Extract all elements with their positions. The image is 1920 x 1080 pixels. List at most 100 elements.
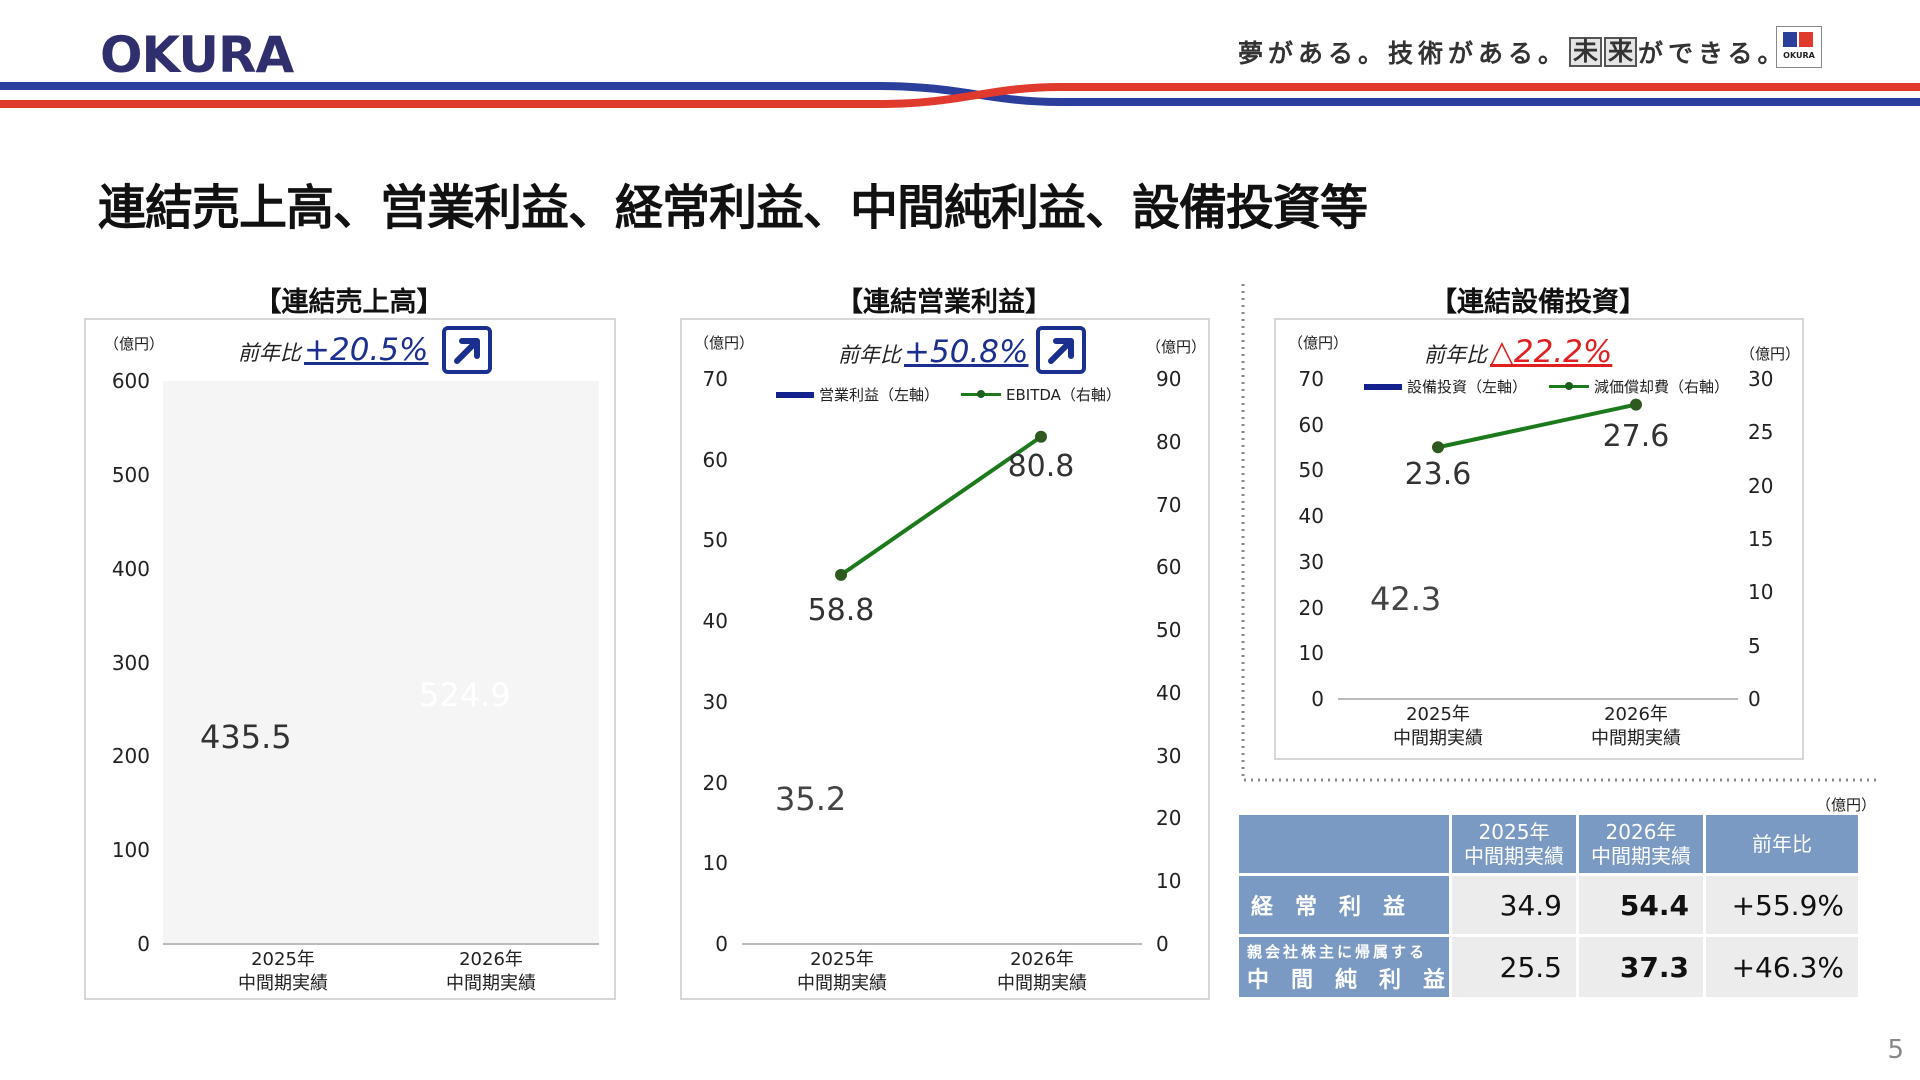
chart2-y2-tick: 80 <box>1156 429 1182 454</box>
chart1-x-label-2026-line1: 2026年 <box>459 949 523 970</box>
chart2-y-tick: 0 <box>715 932 728 956</box>
row-label-net-income: 親会社株主に帰属する 中 間 純 利 益 <box>1236 934 1452 1000</box>
chart1-yoy-value: +20.5% <box>304 332 429 368</box>
arrow-up-right-icon <box>442 326 492 374</box>
chart1-x-label-2025-line2: 中間期実績 <box>238 973 328 994</box>
chart2-title: 【連結営業利益】 <box>836 287 1052 318</box>
chart2-y2-tick: 20 <box>1156 806 1182 831</box>
table-unit-label: （億円） <box>1816 796 1877 814</box>
okura-badge-logo: OKURA <box>1776 26 1822 68</box>
chart2-bar-label: 35.2 <box>775 779 847 818</box>
okura-logo: OKURA <box>100 26 294 84</box>
profit-table: 2025年 中間期実績 2026年 中間期実績 前年比 経 常 利 益 34.9 5… <box>1236 812 1861 1000</box>
chart2-legend: 営業利益（左軸） EBITDA（右軸） <box>776 384 1121 405</box>
chart2-ebitda-point-label: 58.8 <box>807 592 875 628</box>
chart3-x-axis-line <box>1338 698 1738 700</box>
table-header-yoy: 前年比 <box>1703 812 1861 876</box>
row-label-net-income-main: 中 間 純 利 益 <box>1247 967 1446 993</box>
chart3-x-label-2026-line1: 2026年 <box>1604 704 1668 725</box>
chart2-x-axis-line <box>742 943 1142 945</box>
chart2-y-tick: 30 <box>702 689 728 714</box>
chart3-legend: 設備投資（左軸） 減価償却費（右軸） <box>1364 376 1729 397</box>
chart3-y2-tick: 5 <box>1748 633 1761 658</box>
chart3-y2-tick: 0 <box>1748 687 1761 711</box>
legend-line-swatch <box>961 390 1002 398</box>
chart2-ebitda-point <box>1035 430 1047 443</box>
chart2-panel <box>680 318 1210 1000</box>
table-cell: 54.4 <box>1576 873 1706 937</box>
table-header-2026-line2: 中間期実績 <box>1591 844 1691 868</box>
chart1-x-label-2026-line2: 中間期実績 <box>446 973 536 994</box>
table-header-2025: 2025年 中間期実績 <box>1449 812 1579 876</box>
chart2-ebitda-line <box>839 435 1043 577</box>
chart1-y-tick: 100 <box>111 838 150 863</box>
chart1-yoy-label: 前年比 <box>238 341 301 365</box>
chart2-y-tick: 60 <box>702 447 728 472</box>
chart1-x-label-2026: 2026年中間期実績 <box>421 948 561 996</box>
chart2-y2-tick: 70 <box>1156 492 1182 517</box>
chart3-depreciation-point-label: 23.6 <box>1404 457 1472 493</box>
badge-text: OKURA <box>1783 51 1815 60</box>
chart3-y-tick: 20 <box>1298 595 1324 620</box>
table-cell: 34.9 <box>1449 873 1579 937</box>
chart2-x-label-2025-line1: 2025年 <box>810 949 874 970</box>
chart2-y2-tick: 90 <box>1156 367 1182 391</box>
chart2-yoy: 前年比 +50.8% <box>838 334 1028 370</box>
chart3-depreciation-point-label: 27.6 <box>1602 418 1670 454</box>
chart2-y2-tick: 10 <box>1156 869 1182 894</box>
chart2-legend-bar: 営業利益（左軸） <box>819 386 940 404</box>
red-stripe <box>0 83 1920 108</box>
legend-bar-swatch <box>776 391 814 398</box>
slogan: 夢がある。技術がある。 未 来 ができる。 <box>1238 34 1788 70</box>
arrow-up-right-icon <box>1036 326 1086 374</box>
chart2-y2-tick: 40 <box>1156 680 1182 705</box>
slogan-text-1: 夢がある。技術がある。 <box>1238 39 1569 68</box>
chart2-x-label-2025-line2: 中間期実績 <box>797 973 887 994</box>
chart2-ebitda-point <box>835 568 847 581</box>
table-header-row: 2025年 中間期実績 2026年 中間期実績 前年比 <box>1236 812 1861 876</box>
chart2-unit-right: （億円） <box>1146 338 1207 356</box>
chart3-yoy-value: △22.2% <box>1490 334 1613 370</box>
slogan-text-2: ができる。 <box>1638 39 1788 68</box>
badge-red-block <box>1799 32 1813 47</box>
chart3-y-tick: 0 <box>1311 687 1324 711</box>
table-header-2025-line2: 中間期実績 <box>1464 844 1564 868</box>
chart2-legend-line: EBITDA（右軸） <box>1006 386 1121 404</box>
chart3-y2-tick: 30 <box>1748 367 1774 391</box>
chart2-y2-tick: 30 <box>1156 743 1182 768</box>
chart3-legend-bar: 設備投資（左軸） <box>1407 378 1528 396</box>
chart1-x-label-2025-line1: 2025年 <box>251 949 315 970</box>
chart3-unit-left: （億円） <box>1288 334 1349 352</box>
chart1-y-tick: 600 <box>111 369 150 393</box>
chart3-y-tick: 60 <box>1298 412 1324 437</box>
chart3-x-label-2025-line2: 中間期実績 <box>1393 728 1483 749</box>
badge-blue-block <box>1783 32 1797 47</box>
chart2-y2-tick: 50 <box>1156 618 1182 643</box>
chart2-bar-label: 53.1 <box>975 707 1047 746</box>
chart1-yoy: 前年比 +20.5% <box>238 332 428 368</box>
chart1-x-axis-line <box>163 943 599 945</box>
chart2-y2-tick: 60 <box>1156 555 1182 580</box>
table-header-2025-line1: 2025年 <box>1478 820 1550 844</box>
chart2-y-tick: 10 <box>702 851 728 876</box>
chart3-depreciation-point <box>1630 398 1642 411</box>
chart2-x-label-2026-line2: 中間期実績 <box>997 973 1087 994</box>
chart3-x-label-2025-line1: 2025年 <box>1406 704 1470 725</box>
chart1-bar-label: 524.9 <box>419 675 511 714</box>
chart3-x-label-2026-line2: 中間期実績 <box>1591 728 1681 749</box>
chart1-y-tick: 400 <box>111 556 150 581</box>
chart2-y-tick: 70 <box>702 367 728 391</box>
chart3-y-tick: 50 <box>1298 458 1324 483</box>
chart1-y-tick: 500 <box>111 462 150 487</box>
chart3-y2-tick: 25 <box>1748 420 1774 445</box>
row-label-ordinary-profit: 経 常 利 益 <box>1236 873 1452 937</box>
table-cell: +55.9% <box>1703 873 1861 937</box>
chart3-dotted-frame <box>1241 284 1876 782</box>
chart1-plot-area <box>163 381 599 944</box>
row-label-net-income-small: 親会社株主に帰属する <box>1247 942 1428 961</box>
chart1-title: 【連結売上高】 <box>254 287 444 318</box>
chart3-yoy-label: 前年比 <box>1424 343 1487 367</box>
legend-line-swatch <box>1549 382 1590 390</box>
page-number: 5 <box>1887 1035 1904 1065</box>
